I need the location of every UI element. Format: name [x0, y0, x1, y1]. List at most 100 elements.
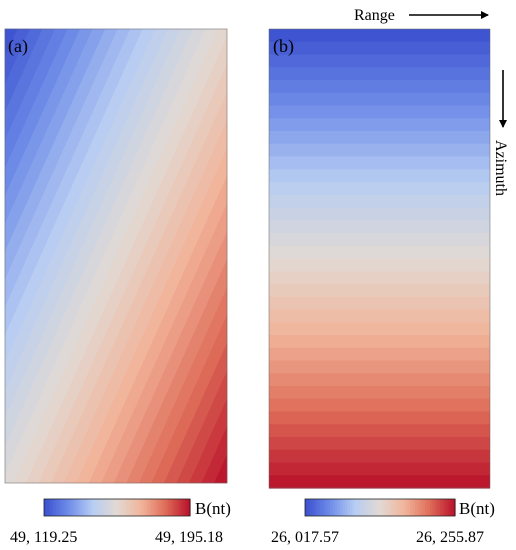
heatmap-b-band — [269, 309, 490, 323]
range-axis-indicator: Range — [354, 7, 489, 24]
heatmap-b-band — [269, 80, 490, 94]
colorbar-swatch — [158, 499, 162, 516]
azimuth-label: Azimuth — [492, 140, 509, 196]
colorbar-swatch — [134, 499, 138, 516]
heatmap-b-band — [269, 220, 490, 234]
colorbar-b-max-label: 26, 255.87 — [416, 529, 484, 546]
colorbar-swatch — [335, 499, 339, 516]
colorbar-swatch — [432, 499, 436, 516]
colorbar-swatch — [367, 499, 371, 516]
colorbar-b-swatches — [305, 499, 456, 516]
colorbar-swatch — [58, 499, 62, 516]
heatmap-b-band — [269, 271, 490, 285]
heatmap-b-band — [269, 245, 490, 260]
heatmap-b-band — [269, 373, 490, 387]
colorbar-swatch — [395, 499, 399, 516]
heatmap-a-cells — [4, 28, 228, 484]
colorbar-swatch — [352, 499, 356, 516]
colorbar-swatch — [117, 499, 121, 516]
colorbar-a-frame — [43, 498, 191, 517]
colorbar-swatch — [330, 499, 334, 516]
colorbar-swatch — [104, 499, 108, 516]
colorbar-swatch — [442, 499, 446, 516]
heatmap-b-band — [269, 411, 490, 425]
colorbar-swatch — [397, 499, 401, 516]
colorbar-swatch — [53, 499, 57, 516]
colorbar-swatch — [372, 499, 376, 516]
colorbar-swatch — [165, 499, 169, 516]
colorbar-swatch — [322, 499, 326, 516]
heatmap-panel-a: (a) — [4, 28, 228, 484]
heatmap-b-band — [269, 398, 490, 413]
heatmap-b-band — [269, 131, 490, 145]
heatmap-b-band — [269, 322, 490, 336]
colorbar-swatch — [185, 499, 189, 516]
colorbar-swatch — [63, 499, 67, 516]
colorbar-swatch — [317, 499, 321, 516]
colorbar-swatch — [407, 499, 411, 516]
colorbar-b-min-label: 26, 017.57 — [271, 529, 339, 546]
colorbar-swatch — [109, 499, 113, 516]
colorbar-swatch — [362, 499, 366, 516]
colorbar-swatch — [107, 499, 111, 516]
colorbar-swatch — [445, 499, 449, 516]
azimuth-axis-indicator: Azimuth — [492, 70, 509, 196]
colorbar-swatch — [437, 499, 441, 516]
colorbar-swatch — [138, 499, 142, 516]
heatmap-b-band — [269, 284, 490, 298]
colorbar-swatch — [97, 499, 101, 516]
colorbar-swatch — [44, 499, 48, 516]
colorbar-swatch — [375, 499, 379, 516]
range-label: Range — [354, 7, 395, 24]
colorbar-swatch — [126, 499, 130, 516]
heatmap-panel-b: (b) — [268, 28, 491, 489]
colorbar-swatch — [382, 499, 386, 516]
colorbar-swatch — [170, 499, 174, 516]
colorbar-swatch — [355, 499, 359, 516]
heatmap-b-band — [269, 29, 490, 43]
colorbar-swatch — [163, 499, 167, 516]
colorbar-swatch — [400, 499, 404, 516]
colorbar-b-frame — [304, 498, 456, 517]
colorbar-swatch — [447, 499, 451, 516]
heatmap-b-band — [269, 54, 490, 68]
colorbar-swatch — [450, 499, 454, 516]
colorbar-a-label: B(nt) — [195, 499, 231, 518]
heatmap-b-band — [269, 92, 490, 107]
colorbar-swatch — [151, 499, 155, 516]
colorbar-swatch — [160, 499, 164, 516]
colorbar-swatch — [312, 499, 316, 516]
colorbar-swatch — [182, 499, 186, 516]
colorbar-swatch — [340, 499, 344, 516]
colorbar-swatch — [78, 499, 82, 516]
heatmap-b-band — [269, 233, 490, 247]
colorbar-swatch — [440, 499, 444, 516]
colorbar-swatch — [332, 499, 336, 516]
colorbar-swatch — [187, 499, 191, 516]
colorbar-swatch — [390, 499, 394, 516]
heatmap-b-band — [269, 105, 490, 119]
colorbar-swatch — [75, 499, 79, 516]
colorbar-a-min-label: 49, 119.25 — [10, 529, 77, 546]
colorbar-swatch — [136, 499, 140, 516]
colorbar-swatch — [48, 499, 52, 516]
colorbar-swatch — [82, 499, 86, 516]
colorbar-swatch — [415, 499, 419, 516]
colorbar-swatch — [365, 499, 369, 516]
heatmap-b-band — [269, 207, 490, 221]
colorbar-swatch — [307, 499, 311, 516]
heatmap-b-band — [269, 296, 490, 311]
heatmap-b-band — [269, 360, 490, 374]
heatmap-b-cells — [269, 29, 490, 489]
colorbar-swatch — [430, 499, 434, 516]
colorbar-swatch — [310, 499, 314, 516]
colorbar-swatch — [172, 499, 176, 516]
heatmap-b-frame — [268, 28, 491, 489]
colorbar-swatch — [325, 499, 329, 516]
colorbar-swatch — [65, 499, 69, 516]
heatmap-b-band — [269, 386, 490, 400]
colorbar-swatch — [51, 499, 55, 516]
heatmap-a-frame — [4, 28, 228, 484]
colorbar-swatch — [320, 499, 324, 516]
